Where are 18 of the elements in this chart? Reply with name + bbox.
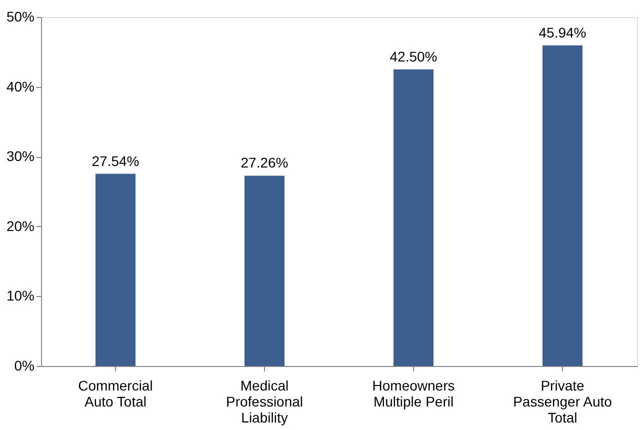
y-tick-label: 30%: [6, 148, 34, 164]
bar: [542, 45, 582, 366]
data-label: 42.50%: [390, 48, 438, 64]
bar: [394, 69, 434, 366]
data-label: 27.54%: [92, 152, 140, 169]
data-label: 27.26%: [240, 154, 288, 171]
y-tick-label: 0%: [14, 358, 34, 374]
x-tick-label: Homeowners Multiple Peril: [372, 378, 455, 410]
bar: [96, 174, 136, 366]
x-tick-label: Private Passenger Auto Total: [513, 378, 612, 426]
y-tick-label: 10%: [6, 288, 34, 304]
x-tick-label: Medical Professional Liability: [226, 378, 304, 426]
y-tick-label: 50%: [6, 8, 34, 24]
y-tick-label: 20%: [6, 218, 34, 234]
y-tick-label: 40%: [6, 78, 34, 94]
data-label: 45.94%: [538, 24, 586, 40]
bar: [244, 176, 284, 366]
x-tick-label: Commercial Auto Total: [78, 378, 153, 410]
